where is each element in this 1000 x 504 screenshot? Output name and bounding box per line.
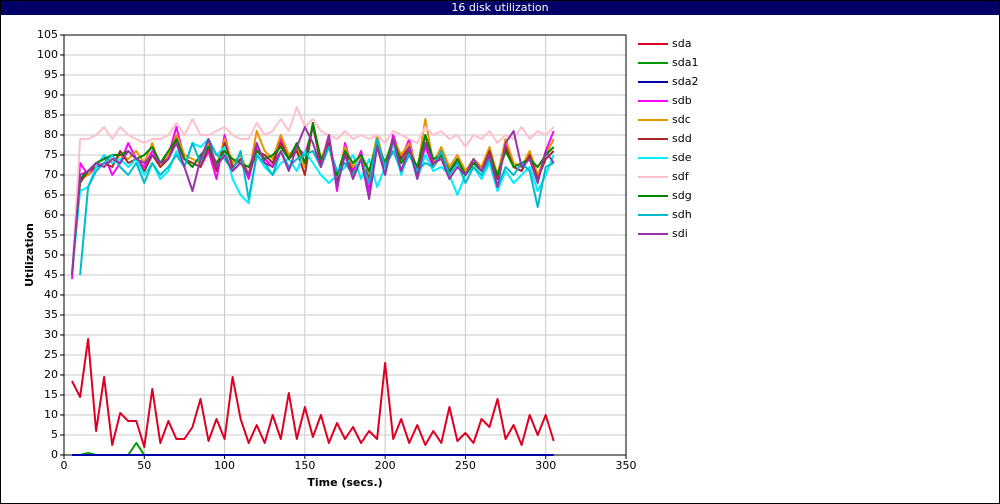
y-tick-label: 15 bbox=[44, 388, 58, 401]
x-tick-label: 250 bbox=[455, 459, 476, 472]
y-tick-label: 90 bbox=[44, 88, 58, 101]
series-line bbox=[71, 122, 555, 276]
x-tick-label: 0 bbox=[61, 459, 68, 472]
y-tick-label: 75 bbox=[44, 148, 58, 161]
y-tick-label: 0 bbox=[51, 448, 58, 461]
y-tick-label: 95 bbox=[44, 68, 58, 81]
legend-label: sdh bbox=[672, 208, 692, 221]
y-tick-label: 45 bbox=[44, 268, 58, 281]
legend-label: sdd bbox=[672, 132, 692, 145]
legend-label: sda1 bbox=[672, 56, 698, 69]
x-axis-label: Time (secs.) bbox=[307, 476, 382, 489]
legend-label: sda bbox=[672, 37, 691, 50]
legend-label: sdf bbox=[672, 170, 690, 183]
y-tick-label: 35 bbox=[44, 308, 58, 321]
legend-label: sde bbox=[672, 151, 692, 164]
chart-title: 16 disk utilization bbox=[451, 1, 548, 14]
title-bar bbox=[1, 1, 999, 15]
y-tick-label: 65 bbox=[44, 188, 58, 201]
y-tick-label: 85 bbox=[44, 108, 58, 121]
y-tick-label: 10 bbox=[44, 408, 58, 421]
x-tick-label: 200 bbox=[375, 459, 396, 472]
y-tick-label: 20 bbox=[44, 368, 58, 381]
series-line bbox=[71, 106, 555, 276]
x-tick-label: 150 bbox=[294, 459, 315, 472]
legend-label: sdc bbox=[672, 113, 691, 126]
y-tick-label: 100 bbox=[37, 48, 58, 61]
series-line bbox=[71, 126, 555, 276]
y-tick-label: 50 bbox=[44, 248, 58, 261]
legend-label: sdg bbox=[672, 189, 692, 202]
x-tick-label: 100 bbox=[214, 459, 235, 472]
plot-area bbox=[63, 34, 627, 456]
y-tick-label: 40 bbox=[44, 288, 58, 301]
y-tick-label: 70 bbox=[44, 168, 58, 181]
legend-label: sdb bbox=[672, 94, 692, 107]
y-tick-label: 80 bbox=[44, 128, 58, 141]
legend-label: sdi bbox=[672, 227, 688, 240]
x-tick-label: 50 bbox=[137, 459, 151, 472]
y-tick-label: 105 bbox=[37, 28, 58, 41]
y-axis-label: Utilization bbox=[23, 223, 36, 287]
series-line bbox=[79, 138, 555, 276]
y-tick-label: 25 bbox=[44, 348, 58, 361]
y-tick-label: 30 bbox=[44, 328, 58, 341]
x-tick-label: 350 bbox=[616, 459, 637, 472]
y-tick-label: 55 bbox=[44, 228, 58, 241]
x-tick-label: 300 bbox=[535, 459, 556, 472]
legend-label: sda2 bbox=[672, 75, 698, 88]
y-tick-label: 5 bbox=[51, 428, 58, 441]
y-tick-label: 60 bbox=[44, 208, 58, 221]
series-line bbox=[71, 338, 555, 448]
